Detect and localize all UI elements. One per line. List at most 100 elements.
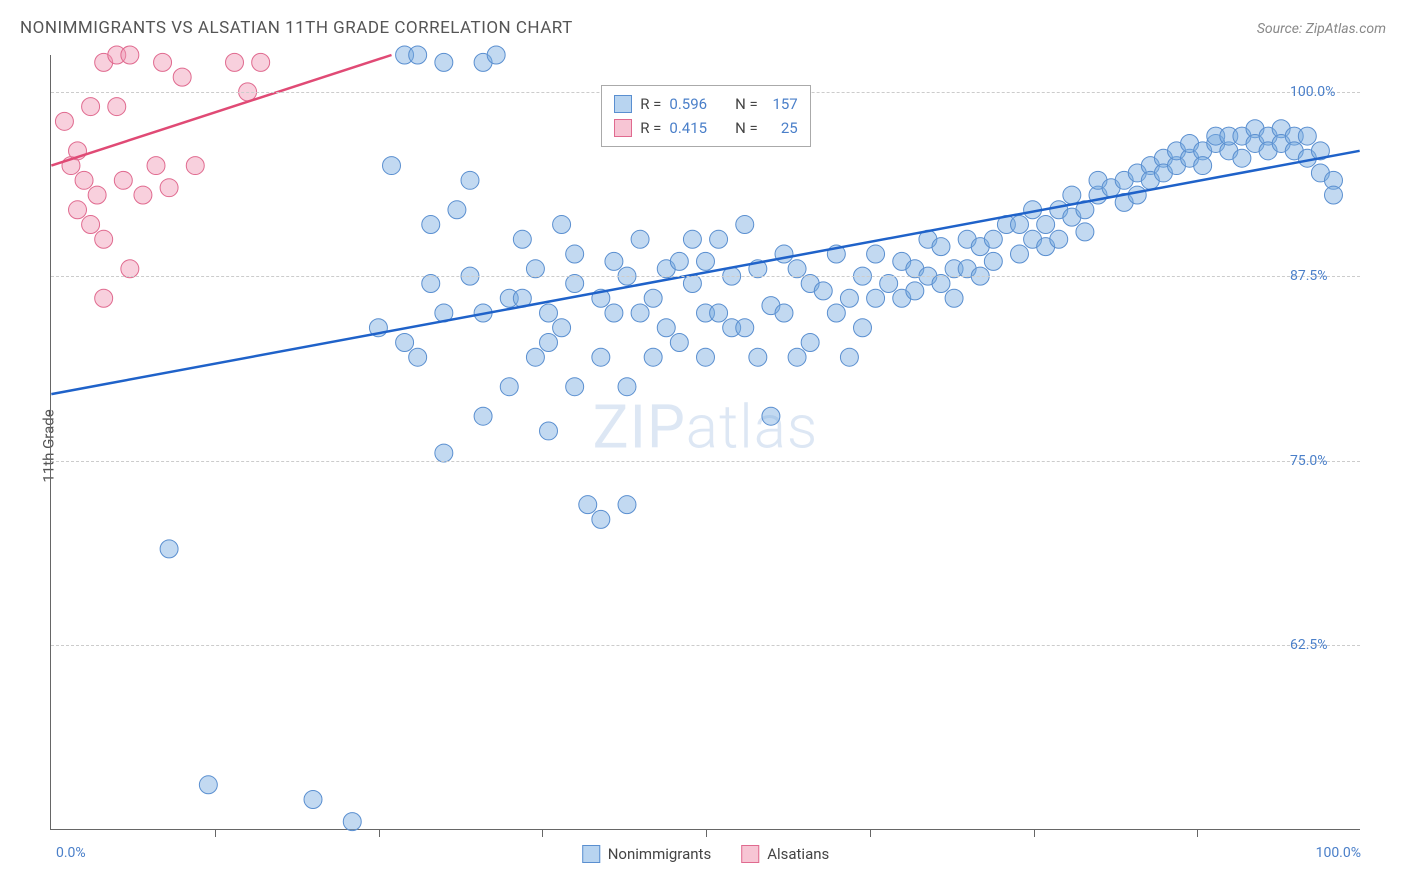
data-point <box>605 252 623 270</box>
legend-row: R = 0.596 N = 157 <box>614 92 798 116</box>
legend-n-label: N = <box>735 119 758 137</box>
data-point <box>134 186 152 204</box>
legend-swatch <box>614 95 632 113</box>
data-point <box>69 201 87 219</box>
data-point <box>1128 186 1146 204</box>
legend-n-value: 157 <box>766 95 798 113</box>
y-tick-label: 87.5% <box>1290 268 1350 284</box>
data-point <box>114 171 132 189</box>
data-point <box>670 333 688 351</box>
data-point <box>75 171 93 189</box>
data-point <box>644 348 662 366</box>
data-point <box>762 407 780 425</box>
data-point <box>579 496 597 514</box>
data-point <box>1076 223 1094 241</box>
data-point <box>540 333 558 351</box>
plot-area: ZIPatlas 62.5%75.0%87.5%100.0%0.0%100.0%… <box>50 55 1360 830</box>
data-point <box>409 348 427 366</box>
data-point <box>553 319 571 337</box>
data-point <box>108 98 126 116</box>
data-point <box>749 348 767 366</box>
data-point <box>435 53 453 71</box>
data-point <box>592 510 610 528</box>
data-point <box>199 776 217 794</box>
data-point <box>461 171 479 189</box>
legend-r-value: 0.596 <box>669 95 707 113</box>
data-point <box>526 260 544 278</box>
data-point <box>566 378 584 396</box>
stats-legend: R = 0.596 N = 157 R = 0.415 N = 25 <box>601 85 811 147</box>
x-tick-label: 100.0% <box>1316 845 1361 861</box>
x-tick <box>542 829 543 837</box>
data-point <box>121 260 139 278</box>
x-tick <box>870 829 871 837</box>
data-point <box>1063 186 1081 204</box>
data-point <box>984 230 1002 248</box>
data-point <box>1194 157 1212 175</box>
legend-swatch <box>582 845 600 863</box>
data-point <box>513 230 531 248</box>
data-point <box>82 98 100 116</box>
legend-n-label: N = <box>735 95 758 113</box>
grid-line <box>51 276 1360 277</box>
data-point <box>160 179 178 197</box>
data-point <box>82 216 100 234</box>
x-tick <box>1034 829 1035 837</box>
grid-line <box>51 645 1360 646</box>
data-point <box>173 68 191 86</box>
data-point <box>697 252 715 270</box>
bottom-legend-item: Nonimmigrants <box>582 845 711 863</box>
data-point <box>592 348 610 366</box>
data-point <box>448 201 466 219</box>
data-point <box>814 282 832 300</box>
legend-row: R = 0.415 N = 25 <box>614 116 798 140</box>
data-point <box>867 245 885 263</box>
bottom-legend-label: Alsatians <box>767 845 829 863</box>
data-point <box>618 378 636 396</box>
data-point <box>683 230 701 248</box>
data-point <box>631 230 649 248</box>
data-point <box>553 216 571 234</box>
data-point <box>88 186 106 204</box>
legend-n-value: 25 <box>766 119 798 137</box>
chart-title: NONIMMIGRANTS VS ALSATIAN 11TH GRADE COR… <box>20 18 573 38</box>
data-point <box>566 245 584 263</box>
legend-swatch <box>614 119 632 137</box>
legend-swatch <box>741 845 759 863</box>
data-point <box>840 289 858 307</box>
data-point <box>788 260 806 278</box>
data-point <box>1233 149 1251 167</box>
data-point <box>343 813 361 831</box>
bottom-legend: Nonimmigrants Alsatians <box>582 845 830 863</box>
data-point <box>226 53 244 71</box>
legend-r-label: R = <box>640 95 661 113</box>
legend-r-value: 0.415 <box>669 119 707 137</box>
data-point <box>435 444 453 462</box>
data-point <box>186 157 204 175</box>
data-point <box>147 157 165 175</box>
data-point <box>788 348 806 366</box>
data-point <box>252 53 270 71</box>
data-point <box>775 304 793 322</box>
data-point <box>409 46 427 64</box>
data-point <box>736 319 754 337</box>
data-point <box>474 407 492 425</box>
data-point <box>710 304 728 322</box>
data-point <box>540 422 558 440</box>
data-point <box>932 238 950 256</box>
y-tick-label: 75.0% <box>1290 453 1350 469</box>
data-point <box>618 496 636 514</box>
data-point <box>95 289 113 307</box>
data-point <box>526 348 544 366</box>
data-point <box>1011 216 1029 234</box>
x-tick <box>1197 829 1198 837</box>
data-point <box>500 378 518 396</box>
data-point <box>383 157 401 175</box>
data-point <box>1037 216 1055 234</box>
data-point <box>95 230 113 248</box>
data-point <box>801 333 819 351</box>
data-point <box>154 53 172 71</box>
data-point <box>160 540 178 558</box>
data-point <box>736 216 754 234</box>
data-point <box>396 333 414 351</box>
